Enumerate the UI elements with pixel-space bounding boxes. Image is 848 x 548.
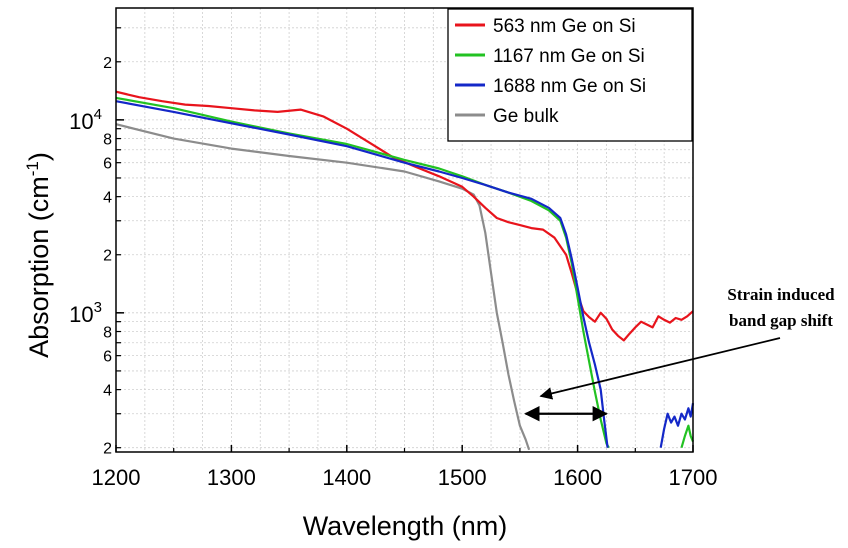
- y-tick-label: 103: [69, 299, 102, 327]
- y-tick-label: 8: [103, 132, 112, 149]
- y-tick-label: 4: [103, 383, 112, 400]
- y-tick-label: 4: [103, 190, 112, 207]
- x-tick-label: 1700: [669, 465, 718, 490]
- legend-label: Ge bulk: [493, 106, 559, 127]
- annotation-text-line2: band gap shift: [729, 311, 833, 330]
- y-axis-label: Absorption (cm-1): [23, 152, 54, 358]
- x-tick-label: 1200: [92, 465, 141, 490]
- y-tick-label: 6: [103, 156, 112, 173]
- series-layer: [115, 90, 695, 451]
- x-tick-label: 1300: [207, 465, 256, 490]
- legend: 563 nm Ge on Si 1167 nm Ge on Si 1688 nm G…: [447, 8, 693, 142]
- axis-ticks: 1200 1300 1400 1500 1600 1700 2 4 6 8 2 4 6 8 2 103 104: [69, 27, 718, 490]
- legend-label: 563 nm Ge on Si: [493, 16, 636, 37]
- series-line-563-nm-ge-on-si: [115, 90, 694, 342]
- y-tick-label: 2: [103, 248, 112, 265]
- legend-label: 1167 nm Ge on Si: [493, 46, 645, 67]
- series-line-1688-nm-ge-on-si-tail: [659, 403, 695, 448]
- series-line-1167-nm-ge-on-si-tail: [680, 424, 695, 449]
- annotation: Strain induced band gap shift: [524, 285, 835, 422]
- y-tick-label: 8: [103, 325, 112, 342]
- legend-box: [447, 8, 693, 142]
- series-line-1167-nm-ge-on-si: [115, 96, 610, 449]
- legend-label: 1688 nm Ge on Si: [493, 76, 646, 97]
- x-tick-label: 1600: [553, 465, 602, 490]
- series-line-ge-bulk: [115, 123, 531, 451]
- y-tick-label: 6: [103, 349, 112, 366]
- y-tick-label: 104: [69, 106, 102, 134]
- x-tick-label: 1400: [322, 465, 371, 490]
- x-tick-label: 1500: [438, 465, 487, 490]
- annotation-text-line1: Strain induced: [727, 285, 835, 304]
- annotation-pointer-arrow: [539, 337, 781, 400]
- y-tick-label: 2: [103, 55, 112, 72]
- x-axis-label: Wavelength (nm): [303, 511, 508, 541]
- series-line-1688-nm-ge-on-si: [115, 100, 609, 448]
- y-tick-label: 2: [103, 441, 112, 458]
